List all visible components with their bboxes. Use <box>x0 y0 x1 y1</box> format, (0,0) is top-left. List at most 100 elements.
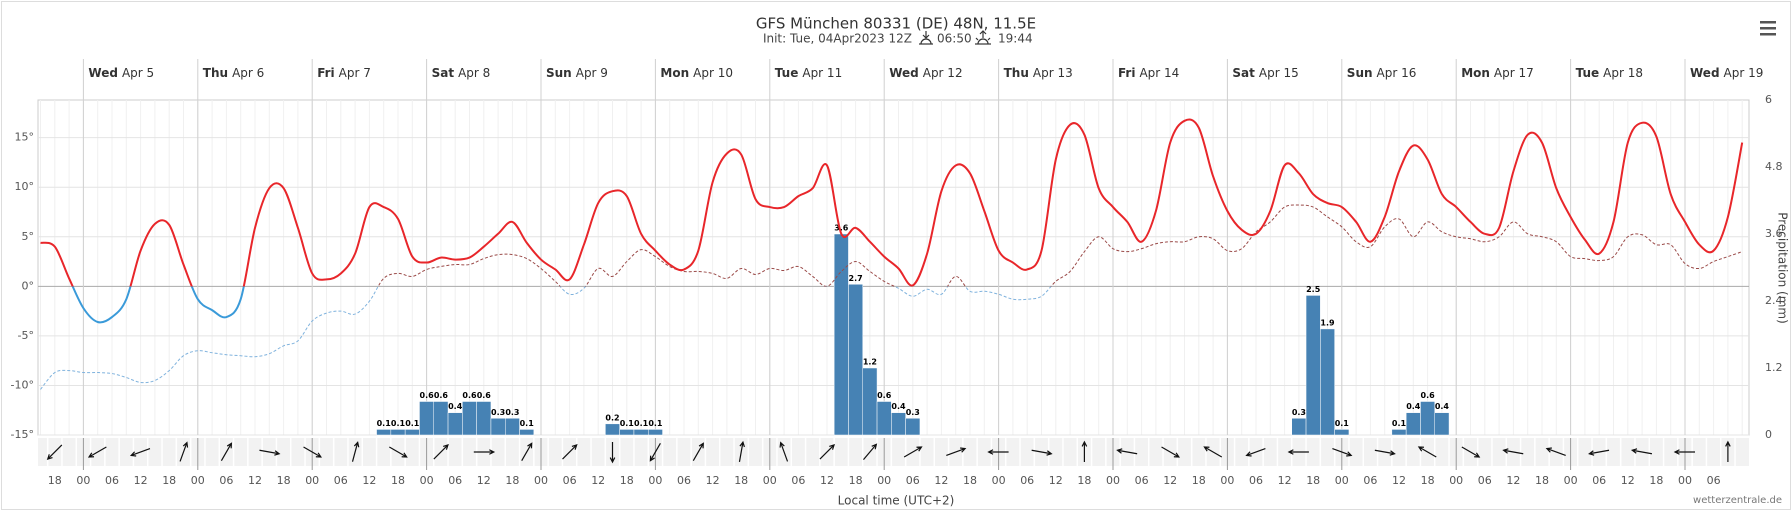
precip-label: 0.3 <box>491 408 505 417</box>
wind-arrow <box>692 442 704 461</box>
x-tick-label: 12 <box>362 474 376 487</box>
precip-bar <box>862 367 878 436</box>
x-tick-label: 00 <box>534 474 548 487</box>
x-tick-label: 12 <box>134 474 148 487</box>
precip-label: 0.1 <box>391 419 406 428</box>
wind-arrow <box>819 443 836 460</box>
precip-bar <box>476 401 492 436</box>
date: Apr 11 <box>802 66 842 80</box>
precip-label: 2.5 <box>1306 285 1321 294</box>
weekday: Wed <box>88 66 118 80</box>
x-tick-label: 18 <box>734 474 748 487</box>
x-tick-label: 06 <box>1478 474 1492 487</box>
weekday: Tue <box>775 66 799 80</box>
precip-bar <box>1420 401 1435 436</box>
precip-label: 0.6 <box>462 391 477 400</box>
weekday: Mon <box>660 66 689 80</box>
x-tick-label: 00 <box>992 474 1006 487</box>
day-label: Sun Apr 9 <box>546 66 608 80</box>
precip-bar <box>648 429 663 436</box>
wind-arrow <box>1332 448 1353 457</box>
wind-arrow <box>1461 446 1481 458</box>
precip-label: 1.2 <box>863 358 877 367</box>
precip-label: 0.1 <box>405 419 420 428</box>
x-tick-label: 00 <box>76 474 90 487</box>
precip-label: 0.1 <box>1335 419 1350 428</box>
wind-arrow <box>562 443 578 460</box>
weekday: Thu <box>1004 66 1029 80</box>
wind-arrow <box>303 446 323 458</box>
x-tick-label: 06 <box>219 474 233 487</box>
day-label: Tue Apr 18 <box>1576 66 1643 80</box>
weekday: Wed <box>889 66 919 80</box>
day-label: Sat Apr 8 <box>432 66 491 80</box>
precip-bar <box>905 418 921 436</box>
wind-arrow <box>351 441 360 462</box>
wind-arrow <box>46 444 63 461</box>
y2-tick-label: 2.4 <box>1765 294 1783 307</box>
x-tick-label: 06 <box>1707 474 1721 487</box>
wind-arrow <box>179 441 189 462</box>
precip-label: 3.6 <box>834 224 849 233</box>
wind-arrow <box>1673 449 1695 455</box>
day-label: Fri Apr 7 <box>317 66 371 80</box>
y-tick-label: 5° <box>22 230 35 243</box>
x-tick-label: 06 <box>563 474 577 487</box>
x-tick-label: 06 <box>791 474 805 487</box>
x-tick-label: 00 <box>1106 474 1120 487</box>
wind-arrow <box>738 440 745 462</box>
x-tick-label: 18 <box>505 474 519 487</box>
sunrise-icon <box>919 31 933 45</box>
y-tick-label: -15° <box>11 428 34 441</box>
y2-tick-label: 1.2 <box>1765 361 1783 374</box>
precip-label: 0.2 <box>605 413 619 422</box>
x-tick-label: 00 <box>877 474 891 487</box>
precip-bar <box>1434 412 1450 436</box>
wind-arrow <box>946 447 967 456</box>
x-tick-label: 18 <box>1421 474 1435 487</box>
weekday: Thu <box>203 66 228 80</box>
day-label: Wed Apr 5 <box>88 66 154 80</box>
x-tick-label: 12 <box>820 474 834 487</box>
menu-button[interactable] <box>1760 21 1776 36</box>
date: Apr 8 <box>458 66 490 80</box>
precip-label: 0.4 <box>891 402 906 411</box>
x-tick-label: 00 <box>648 474 662 487</box>
chart-title: GFS München 80331 (DE) 48N, 11.5E <box>756 15 1036 33</box>
wind-arrow <box>473 449 496 455</box>
x-tick-label: 18 <box>1306 474 1320 487</box>
wind-arrow <box>1630 448 1653 455</box>
wind-arrow <box>987 449 1009 455</box>
wind-arrow <box>609 442 616 464</box>
day-label: Wed Apr 12 <box>889 66 962 80</box>
day-label: Tue Apr 11 <box>775 66 842 80</box>
precip-bar <box>605 423 620 436</box>
precip-bar <box>490 418 506 436</box>
precip-bar <box>390 429 406 436</box>
precip-bar <box>848 284 864 436</box>
precip-label: 2.7 <box>849 274 863 283</box>
wind-arrow <box>1245 448 1266 457</box>
wind-arrow <box>649 443 661 462</box>
date: Apr 17 <box>1494 66 1534 80</box>
y2-axis-label: Precipitation (mm) <box>1776 212 1790 324</box>
precip-label: 0.1 <box>634 419 649 428</box>
x-tick-label: 18 <box>1077 474 1091 487</box>
x-tick-label: 00 <box>1678 474 1692 487</box>
y-tick-label: 15° <box>15 131 35 144</box>
date: Apr 9 <box>576 66 608 80</box>
wind-arrow <box>433 443 449 460</box>
y2-tick-label: 3.6 <box>1765 227 1783 240</box>
x-tick-label: 18 <box>1192 474 1206 487</box>
precip-bar <box>1291 418 1307 436</box>
precip-label: 0.6 <box>1421 391 1436 400</box>
x-tick-label: 12 <box>706 474 720 487</box>
wind-arrow <box>129 448 151 457</box>
precip-bar <box>1320 328 1335 436</box>
wind-arrow <box>1417 446 1437 458</box>
date: Apr 5 <box>122 66 154 80</box>
wind-arrow <box>389 446 408 458</box>
x-tick-label: 06 <box>448 474 462 487</box>
precip-label: 0.4 <box>1406 402 1421 411</box>
